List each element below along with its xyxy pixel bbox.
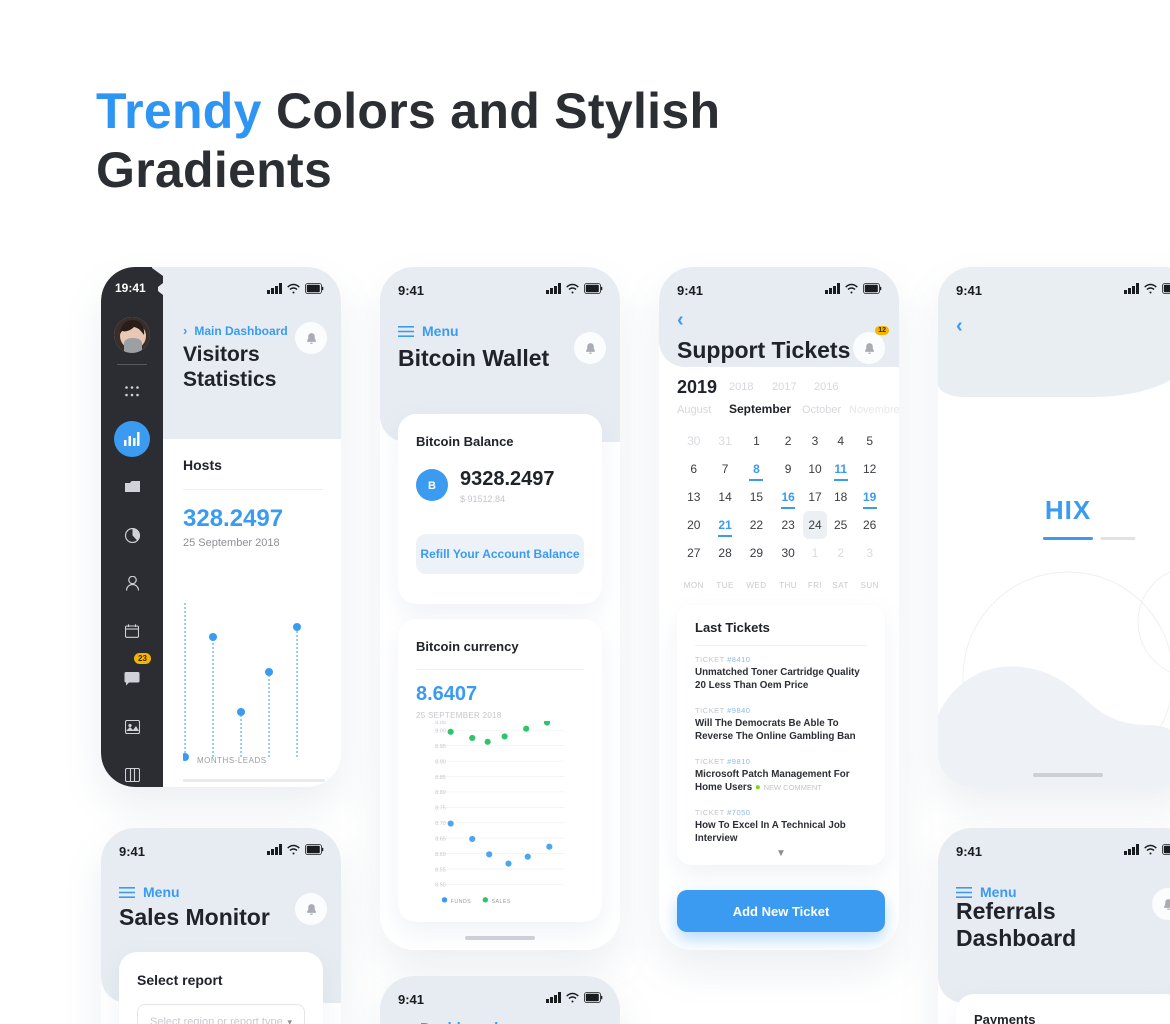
svg-text:8.65: 8.65 — [435, 836, 445, 842]
svg-text:B: B — [428, 480, 436, 492]
svg-text:8.60: 8.60 — [435, 852, 445, 858]
svg-text:8.75: 8.75 — [435, 806, 445, 812]
svg-text:9.05: 9.05 — [435, 721, 445, 726]
svg-text:8.70: 8.70 — [435, 821, 445, 827]
svg-text:SALES: SALES — [492, 899, 511, 905]
svg-text:9.00: 9.00 — [435, 729, 445, 735]
svg-text:8.50: 8.50 — [435, 883, 445, 889]
svg-text:FUNDS: FUNDS — [451, 899, 471, 905]
svg-text:8.80: 8.80 — [435, 790, 445, 796]
svg-text:8.55: 8.55 — [435, 867, 445, 873]
svg-text:8.90: 8.90 — [435, 759, 445, 765]
svg-text:8.95: 8.95 — [435, 744, 445, 750]
svg-text:8.85: 8.85 — [435, 775, 445, 781]
